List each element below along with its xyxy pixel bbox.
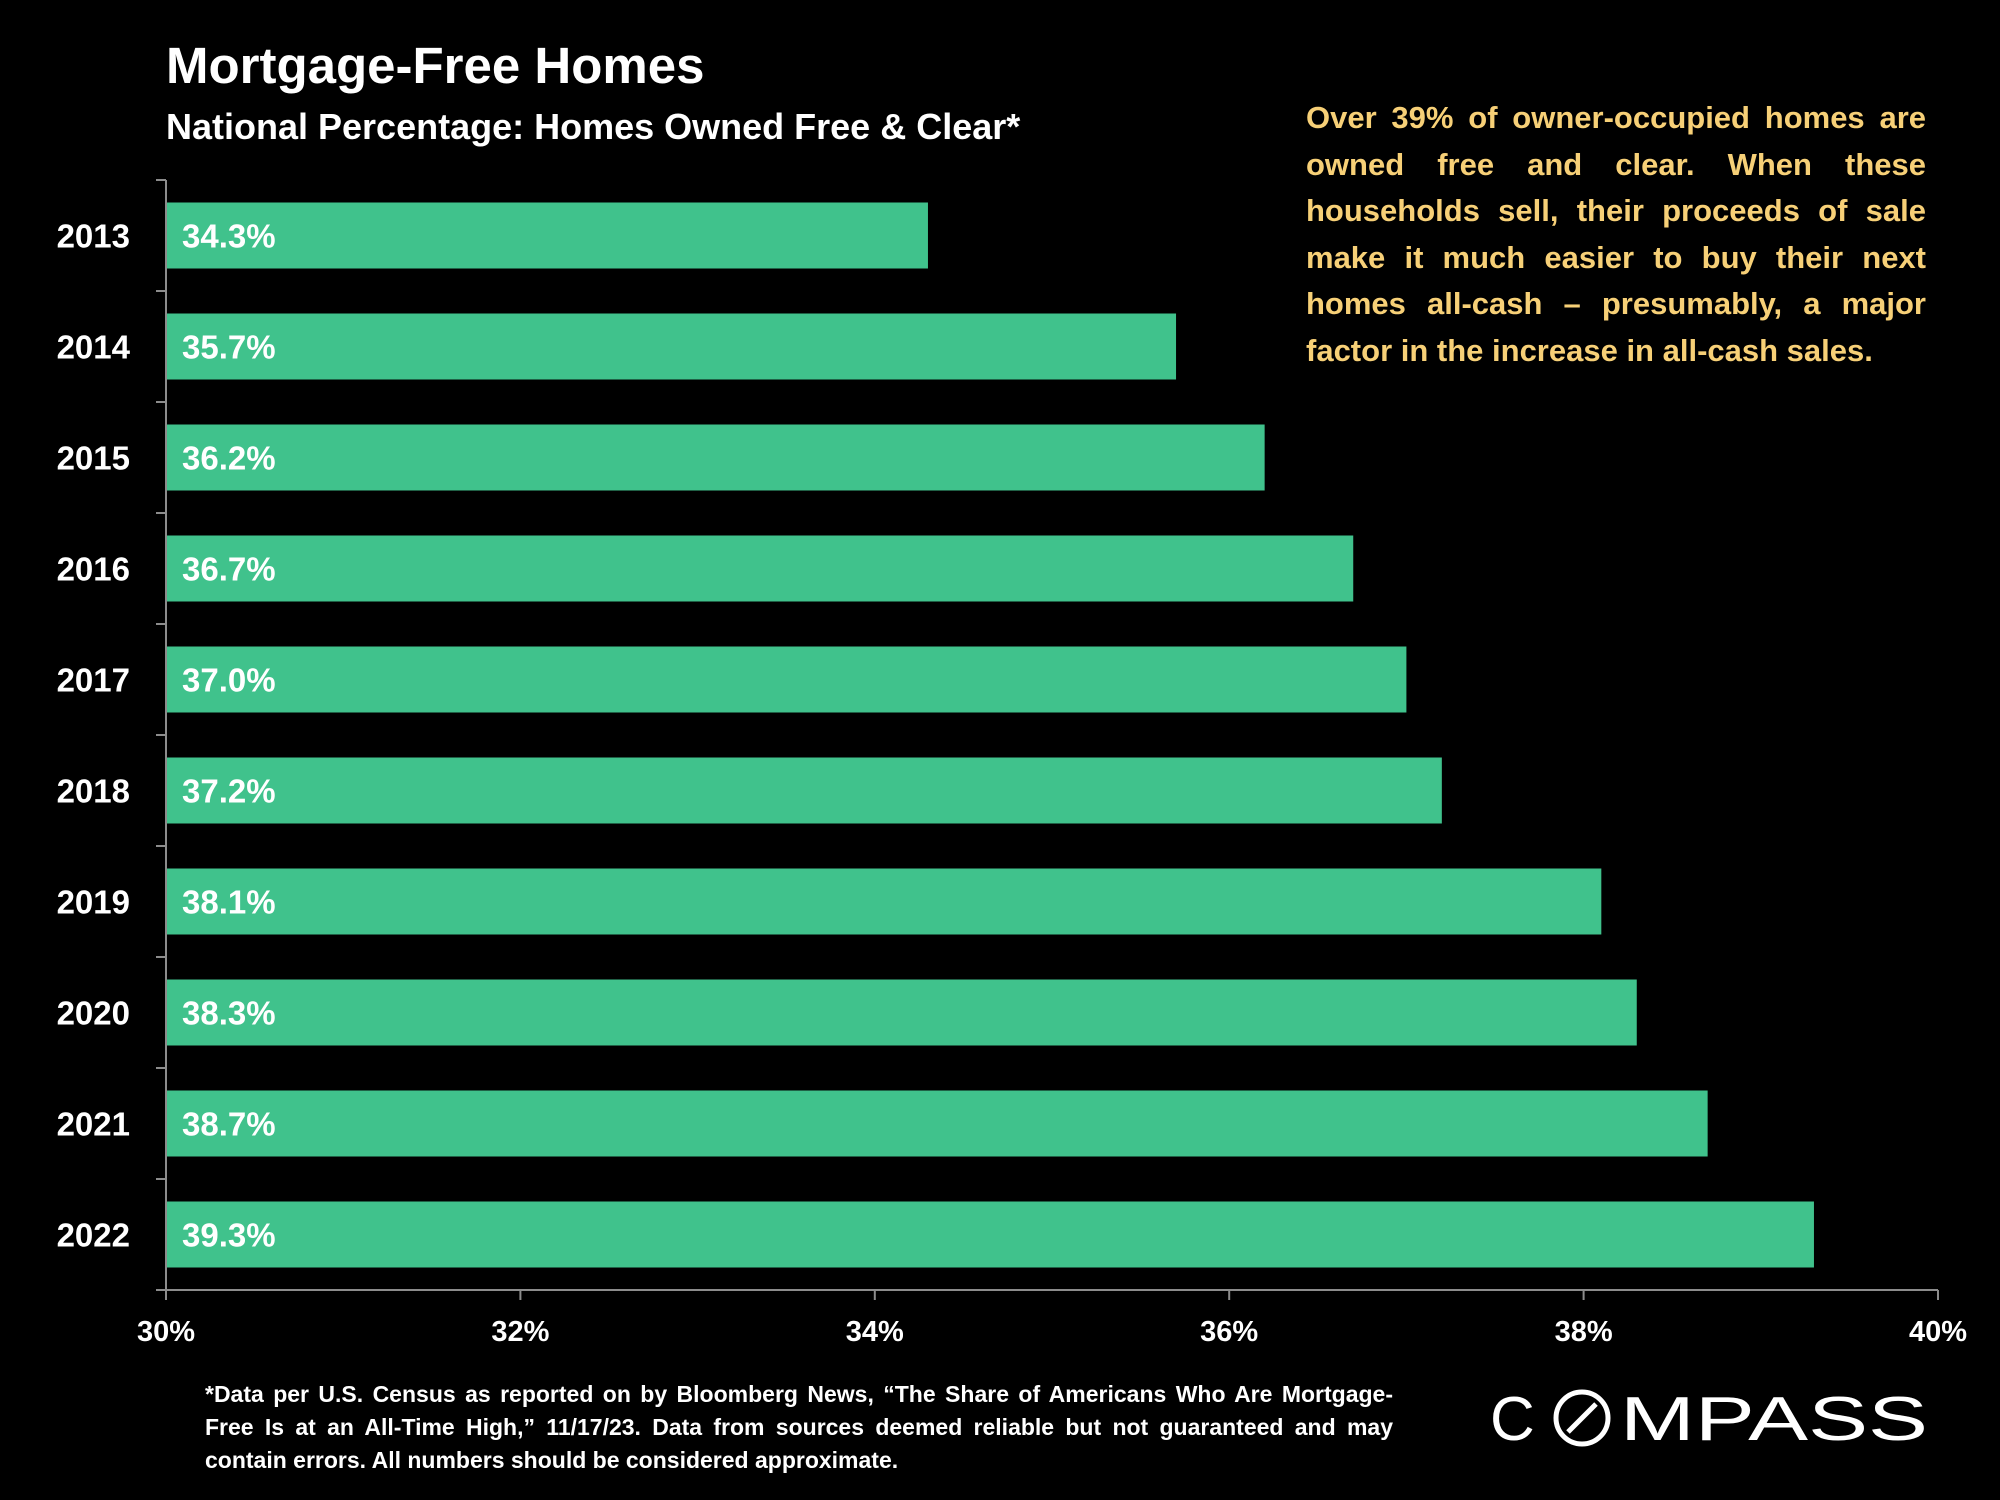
bar-2015 xyxy=(166,424,1265,491)
data-label-2014: 35.7% xyxy=(182,329,276,366)
chart-title: Mortgage-Free Homes xyxy=(166,37,705,94)
x-tick-label-38: 38% xyxy=(1555,1316,1613,1348)
category-label-2022: 2022 xyxy=(57,1217,130,1254)
category-label-2020: 2020 xyxy=(57,995,130,1032)
category-label-2015: 2015 xyxy=(57,440,130,477)
category-label-2017: 2017 xyxy=(57,662,130,699)
data-label-2020: 38.3% xyxy=(182,995,276,1032)
data-label-2013: 34.3% xyxy=(182,218,276,255)
data-label-2017: 37.0% xyxy=(182,662,276,699)
data-label-2019: 38.1% xyxy=(182,884,276,921)
category-label-2016: 2016 xyxy=(57,551,130,588)
bar-chart: 34.3% 35.7% 36.2% 36.7% 37.0% 37.2% 38.1% 38.3%… xyxy=(57,179,1967,1348)
bar-2022 xyxy=(166,1201,1814,1268)
category-label-2021: 2021 xyxy=(57,1106,130,1143)
compass-logo: C MPASS xyxy=(1490,1385,1930,1454)
logo-c: C xyxy=(1490,1388,1535,1448)
axes-group: 2013 2014 2015 2016 2017 2018 2019 2020 2021 2022… xyxy=(57,179,1967,1348)
chart-subtitle: National Percentage: Homes Owned Free & … xyxy=(166,106,1021,147)
bar-2017 xyxy=(166,646,1407,713)
compass-o-icon xyxy=(1553,1389,1611,1447)
bar-2020 xyxy=(166,979,1637,1046)
x-tick-label-30: 30% xyxy=(137,1316,195,1348)
x-tick-label-34: 34% xyxy=(846,1316,904,1348)
bar-2018 xyxy=(166,757,1442,824)
x-tick-label-40: 40% xyxy=(1909,1316,1967,1348)
footnote: *Data per U.S. Census as reported on by … xyxy=(205,1381,1393,1473)
data-label-2016: 36.7% xyxy=(182,551,276,588)
data-label-2015: 36.2% xyxy=(182,440,276,477)
bar-2013 xyxy=(166,202,928,269)
category-label-2018: 2018 xyxy=(57,773,130,810)
category-label-2019: 2019 xyxy=(57,884,130,921)
data-label-2018: 37.2% xyxy=(182,773,276,810)
data-label-2022: 39.3% xyxy=(182,1217,276,1254)
bar-2014 xyxy=(166,313,1177,380)
callout-text: Over 39% of owner-occupied homes are own… xyxy=(1306,100,1926,368)
bar-2016 xyxy=(166,535,1354,602)
bars-group: 34.3% 35.7% 36.2% 36.7% 37.0% 37.2% 38.1% 38.3%… xyxy=(166,202,1814,1268)
logo-mpass: MPASS xyxy=(1620,1388,1928,1448)
bar-2021 xyxy=(166,1090,1708,1157)
category-label-2014: 2014 xyxy=(57,329,131,366)
category-label-2013: 2013 xyxy=(57,218,130,255)
bar-2019 xyxy=(166,868,1602,935)
x-tick-label-32: 32% xyxy=(491,1316,549,1348)
data-label-2021: 38.7% xyxy=(182,1106,276,1143)
x-tick-label-36: 36% xyxy=(1200,1316,1258,1348)
